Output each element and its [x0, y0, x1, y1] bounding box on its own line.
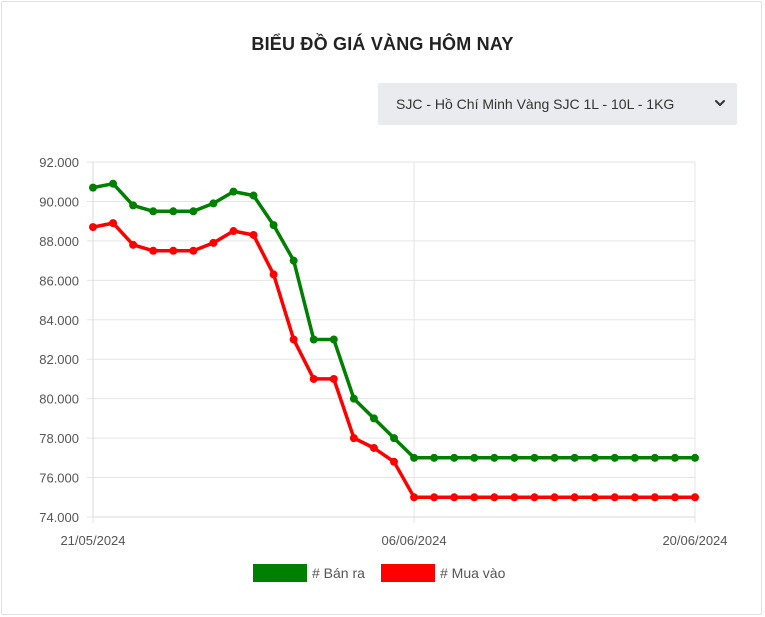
data-point[interactable]	[390, 457, 398, 466]
data-point[interactable]	[109, 219, 118, 228]
x-tick-label: 21/05/2024	[60, 533, 125, 548]
data-point[interactable]	[550, 493, 559, 502]
series-line-ban-ra	[91, 181, 697, 460]
data-point[interactable]	[590, 493, 599, 502]
chevron-down-icon	[715, 100, 725, 106]
data-point[interactable]	[650, 453, 659, 462]
data-point[interactable]	[610, 493, 619, 502]
data-point[interactable]	[670, 453, 679, 462]
y-tick-label: 86.000	[39, 273, 79, 288]
data-point[interactable]	[249, 191, 258, 200]
data-point[interactable]	[129, 240, 138, 249]
grid	[87, 161, 696, 523]
legend-label[interactable]: # Mua vào	[440, 565, 506, 581]
data-point[interactable]	[470, 453, 479, 462]
data-point[interactable]	[129, 201, 138, 210]
y-axis-ticks: 74.000 76.000 78.000 80.000 82.000 84.000 86.0…	[39, 155, 79, 525]
data-point[interactable]	[630, 453, 639, 462]
data-point[interactable]	[189, 207, 198, 216]
legend-swatch[interactable]	[253, 564, 307, 582]
data-point[interactable]	[209, 238, 218, 247]
data-point[interactable]	[229, 187, 238, 196]
data-point[interactable]	[390, 434, 398, 443]
data-point[interactable]	[369, 414, 378, 423]
data-point[interactable]	[109, 179, 118, 188]
data-point[interactable]	[410, 493, 419, 502]
data-point[interactable]	[610, 453, 619, 462]
data-point[interactable]	[309, 335, 318, 344]
data-point[interactable]	[169, 246, 178, 255]
data-point[interactable]	[510, 453, 519, 462]
data-point[interactable]	[430, 493, 439, 502]
y-tick-label: 92.000	[39, 155, 79, 170]
location-product-select[interactable]: SJC - Hồ Chí Minh Vàng SJC 1L - 10L - 1K…	[378, 83, 737, 125]
data-point[interactable]	[691, 493, 699, 502]
data-point[interactable]	[490, 493, 499, 502]
data-point[interactable]	[169, 207, 178, 216]
data-point[interactable]	[249, 230, 258, 239]
y-tick-label: 90.000	[39, 194, 79, 209]
data-point[interactable]	[269, 270, 278, 279]
x-tick-label: 06/06/2024	[382, 533, 447, 548]
x-tick-label: 20/06/2024	[662, 533, 727, 548]
data-point[interactable]	[329, 374, 338, 383]
data-point[interactable]	[369, 443, 378, 452]
data-point[interactable]	[349, 434, 358, 443]
legend-swatch[interactable]	[381, 564, 435, 582]
y-tick-label: 78.000	[39, 431, 79, 446]
data-point[interactable]	[630, 493, 639, 502]
data-point[interactable]	[430, 453, 439, 462]
data-point[interactable]	[89, 223, 97, 232]
data-point[interactable]	[490, 453, 499, 462]
data-point[interactable]	[550, 453, 559, 462]
data-point[interactable]	[289, 256, 298, 265]
data-point[interactable]	[510, 493, 519, 502]
data-point[interactable]	[570, 453, 579, 462]
data-point[interactable]	[89, 183, 97, 192]
data-point[interactable]	[530, 453, 539, 462]
data-point[interactable]	[570, 493, 579, 502]
data-point[interactable]	[149, 246, 158, 255]
data-point[interactable]	[650, 493, 659, 502]
data-point[interactable]	[450, 493, 459, 502]
y-tick-label: 82.000	[39, 352, 79, 367]
y-tick-label: 88.000	[39, 234, 79, 249]
data-point[interactable]	[590, 453, 599, 462]
data-point[interactable]	[349, 394, 358, 403]
data-point[interactable]	[530, 493, 539, 502]
data-point[interactable]	[470, 493, 479, 502]
data-point[interactable]	[410, 453, 419, 462]
y-tick-label: 76.000	[39, 471, 79, 486]
data-point[interactable]	[269, 221, 278, 230]
select-value: SJC - Hồ Chí Minh Vàng SJC 1L - 10L - 1K…	[396, 96, 675, 112]
y-tick-label: 74.000	[39, 510, 79, 525]
chart-title: BIỂU ĐỒ GIÁ VÀNG HÔM NAY	[251, 34, 514, 54]
data-point[interactable]	[229, 227, 238, 236]
data-point[interactable]	[149, 207, 158, 216]
data-point[interactable]	[329, 335, 338, 344]
data-point[interactable]	[670, 493, 679, 502]
x-axis-ticks: 21/05/2024 06/06/2024 20/06/2024	[60, 533, 727, 548]
series-layer	[89, 179, 699, 502]
legend: # Bán ra # Mua vào	[253, 564, 506, 582]
data-point[interactable]	[289, 335, 298, 344]
y-tick-label: 84.000	[39, 313, 79, 328]
data-point[interactable]	[189, 246, 198, 255]
y-tick-label: 80.000	[39, 392, 79, 407]
data-point[interactable]	[691, 453, 699, 462]
data-point[interactable]	[450, 453, 459, 462]
data-point[interactable]	[309, 374, 318, 383]
data-point[interactable]	[209, 199, 218, 208]
legend-label[interactable]: # Bán ra	[312, 565, 365, 581]
